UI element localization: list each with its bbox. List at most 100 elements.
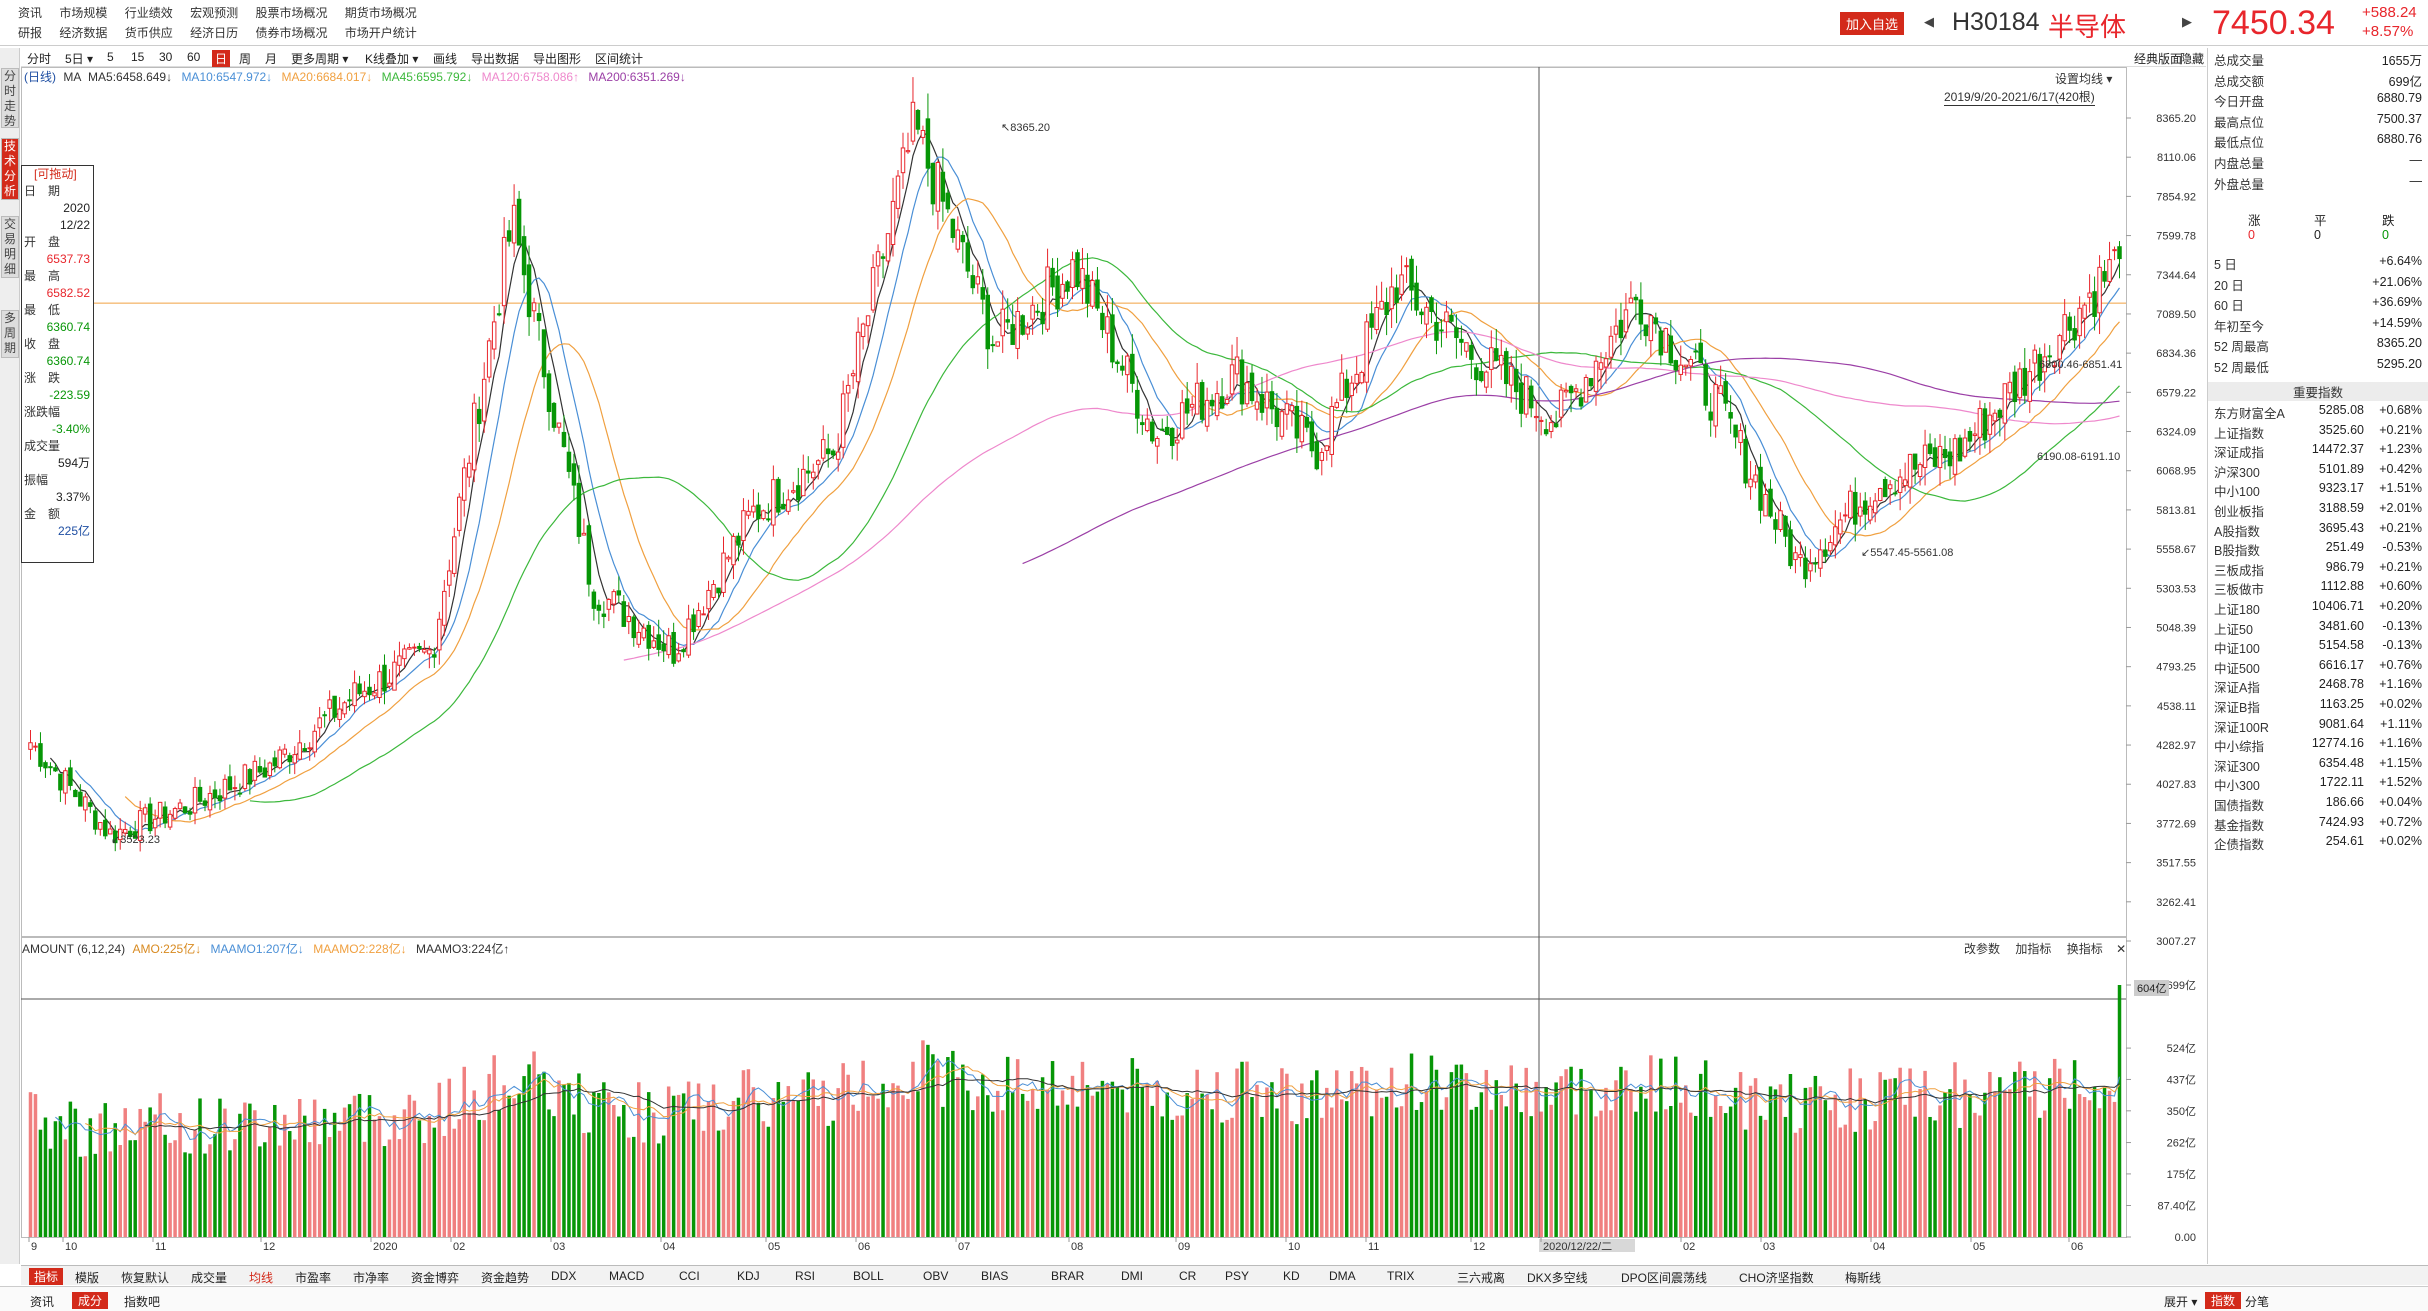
indicator-tab[interactable]: DKX多空线 [1527, 1271, 1588, 1285]
tab-jiaoyi[interactable]: 交易明细 [1, 216, 19, 278]
next-arrow-icon[interactable]: ▶ [2182, 14, 2192, 29]
kline-overlay[interactable]: K线叠加 ▾ [365, 52, 419, 66]
tab-forum[interactable]: 指数吧 [124, 1295, 161, 1309]
indicator-tab[interactable]: PSY [1225, 1269, 1250, 1283]
menu-qihuoshichang[interactable]: 期货市场概况 [344, 6, 417, 20]
indicator-tab[interactable]: MACD [609, 1269, 645, 1283]
menu-hongguanyuce[interactable]: 宏观预测 [190, 6, 239, 20]
candle-info-box[interactable]: [可拖动] 日 期 2020 12/22 开 盘 6537.73 最 高 658… [21, 165, 94, 563]
indicator-tab[interactable]: KD [1283, 1269, 1300, 1283]
indicator-tab[interactable]: 资金博弈 [411, 1271, 460, 1285]
indicator-tab[interactable]: 市净率 [353, 1271, 390, 1285]
index-row[interactable]: 三板做市 1112.88 +0.60% [2214, 579, 2422, 598]
set-ma-button[interactable]: 设置均线 ▾ [2055, 72, 2113, 86]
menu-zixun[interactable]: 资讯 [18, 6, 43, 20]
tab-jishu[interactable]: 技术分析 [1, 138, 19, 200]
expand-button[interactable]: 展开 ▾ [2164, 1295, 2198, 1309]
indicator-tab[interactable]: CHO济坚指数 [1739, 1271, 1814, 1285]
index-row[interactable]: 中小综指 12774.16 +1.16% [2214, 736, 2422, 755]
tab-news[interactable]: 资讯 [30, 1295, 55, 1309]
index-row[interactable]: 中证100 5154.58 -0.13% [2214, 638, 2422, 657]
period-60min[interactable]: 60 [187, 50, 201, 64]
index-row[interactable]: 企债指数 254.61 +0.02% [2214, 834, 2422, 853]
index-row[interactable]: 深证300 6354.48 +1.15% [2214, 756, 2422, 775]
period-15min[interactable]: 15 [131, 50, 145, 64]
indicator-tab[interactable]: 恢复默认 [121, 1271, 170, 1285]
period-month[interactable]: 月 [265, 52, 278, 66]
indicator-tab[interactable]: RSI [795, 1269, 816, 1283]
change-param-button[interactable]: 改参数 [1964, 942, 2001, 956]
indicator-tab[interactable]: DMA [1329, 1269, 1356, 1283]
tab-components[interactable]: 成分 [72, 1292, 109, 1309]
indicator-tab[interactable]: BRAR [1051, 1269, 1085, 1283]
indicator-tab[interactable]: DDX [551, 1269, 577, 1283]
menu-jingjirili[interactable]: 经济日历 [190, 26, 239, 40]
indicator-tab[interactable]: CR [1179, 1269, 1197, 1283]
menu-yanbao[interactable]: 研报 [18, 26, 43, 40]
period-fenshi[interactable]: 分时 [27, 52, 52, 66]
period-day[interactable]: 日 [212, 50, 231, 67]
indicator-tab[interactable]: 模版 [75, 1271, 100, 1285]
index-row[interactable]: 东方财富全A 5285.08 +0.68% [2214, 403, 2422, 422]
index-row[interactable]: 中证500 6616.17 +0.76% [2214, 658, 2422, 677]
period-30min[interactable]: 30 [159, 50, 173, 64]
menu-gupiaoshichang[interactable]: 股票市场概况 [255, 6, 328, 20]
period-5min[interactable]: 5 [107, 50, 114, 64]
close-icon[interactable]: ✕ [2116, 942, 2127, 956]
menu-hangyejixiao[interactable]: 行业绩效 [124, 6, 173, 20]
kline-chart[interactable]: 8365.20 8110.06 7854.92 7599.78 7344.64 7089.… [21, 67, 2206, 1252]
indicator-tab[interactable]: DPO区间震荡线 [1621, 1271, 1708, 1285]
range-stats[interactable]: 区间统计 [595, 52, 644, 66]
indicator-tab[interactable]: TRIX [1387, 1269, 1415, 1283]
menu-kaihutongji[interactable]: 市场开户统计 [344, 26, 417, 40]
indicator-tab[interactable]: KDJ [737, 1269, 760, 1283]
indicator-tab[interactable]: OBV [923, 1269, 949, 1283]
indicator-tab[interactable]: 市盈率 [295, 1271, 332, 1285]
tab-fenshi[interactable]: 分时走势 [1, 68, 19, 128]
add-favorite-button[interactable]: 加入自选 [1840, 12, 1905, 35]
indicator-tab[interactable]: BIAS [981, 1269, 1009, 1283]
indicator-tab[interactable]: 三六戒离 [1457, 1271, 1506, 1285]
classic-layout[interactable]: 经典版面 [2134, 52, 2183, 66]
draw-line[interactable]: 画线 [433, 52, 458, 66]
index-row[interactable]: 深证成指 14472.37 +1.23% [2214, 442, 2422, 461]
more-periods[interactable]: 更多周期 ▾ [291, 52, 349, 66]
menu-jingjishuju[interactable]: 经济数据 [59, 26, 108, 40]
prev-arrow-icon[interactable]: ◀ [1924, 14, 1934, 29]
indicator-tab[interactable]: DMI [1121, 1269, 1143, 1283]
indicator-tab[interactable]: 均线 [249, 1271, 274, 1285]
index-row[interactable]: B股指数 251.49 -0.53% [2214, 540, 2422, 559]
index-row[interactable]: 上证50 3481.60 -0.13% [2214, 619, 2422, 638]
switch-indicator-button[interactable]: 换指标 [2066, 942, 2103, 956]
index-row[interactable]: A股指数 3695.43 +0.21% [2214, 521, 2422, 540]
index-row[interactable]: 基金指数 7424.93 +0.72% [2214, 815, 2422, 834]
index-row[interactable]: 中小300 1722.11 +1.52% [2214, 775, 2422, 794]
index-row[interactable]: 三板成指 986.79 +0.21% [2214, 560, 2422, 579]
menu-huobigongying[interactable]: 货币供应 [124, 26, 173, 40]
indicator-tab[interactable]: 成交量 [191, 1271, 228, 1285]
index-row[interactable]: 深证B指 1163.25 +0.02% [2214, 697, 2422, 716]
add-indicator-button[interactable]: 加指标 [2015, 942, 2052, 956]
indicator-tab[interactable]: 梅斯线 [1845, 1271, 1882, 1285]
index-row[interactable]: 深证A指 2468.78 +1.16% [2214, 677, 2422, 696]
menu-zhaiquanshichang[interactable]: 债券市场概况 [255, 26, 328, 40]
tab-index[interactable]: 指数 [2205, 1292, 2242, 1309]
indicator-tab[interactable]: 资金趋势 [481, 1271, 530, 1285]
index-row[interactable]: 创业板指 3188.59 +2.01% [2214, 501, 2422, 520]
period-5day[interactable]: 5日 ▾ [65, 52, 94, 66]
period-week[interactable]: 周 [239, 52, 252, 66]
index-row[interactable]: 国债指数 186.66 +0.04% [2214, 795, 2422, 814]
indicator-tab[interactable]: CCI [679, 1269, 700, 1283]
index-row[interactable]: 上证指数 3525.60 +0.21% [2214, 423, 2422, 442]
index-row[interactable]: 上证180 10406.71 +0.20% [2214, 599, 2422, 618]
index-row[interactable]: 沪深300 5101.89 +0.42% [2214, 462, 2422, 481]
tab-duozhouqi[interactable]: 多周期 [1, 310, 19, 358]
index-row[interactable]: 深证100R 9081.64 +1.11% [2214, 717, 2422, 736]
tab-ticks[interactable]: 分笔 [2245, 1295, 2270, 1309]
export-figure[interactable]: 导出图形 [533, 52, 582, 66]
menu-shichangguimo[interactable]: 市场规模 [59, 6, 108, 20]
index-row[interactable]: 中小100 9323.17 +1.51% [2214, 481, 2422, 500]
export-data[interactable]: 导出数据 [471, 52, 520, 66]
hide-button[interactable]: 隐藏 [2180, 52, 2205, 66]
indicator-tab[interactable]: 指标 [29, 1268, 64, 1285]
